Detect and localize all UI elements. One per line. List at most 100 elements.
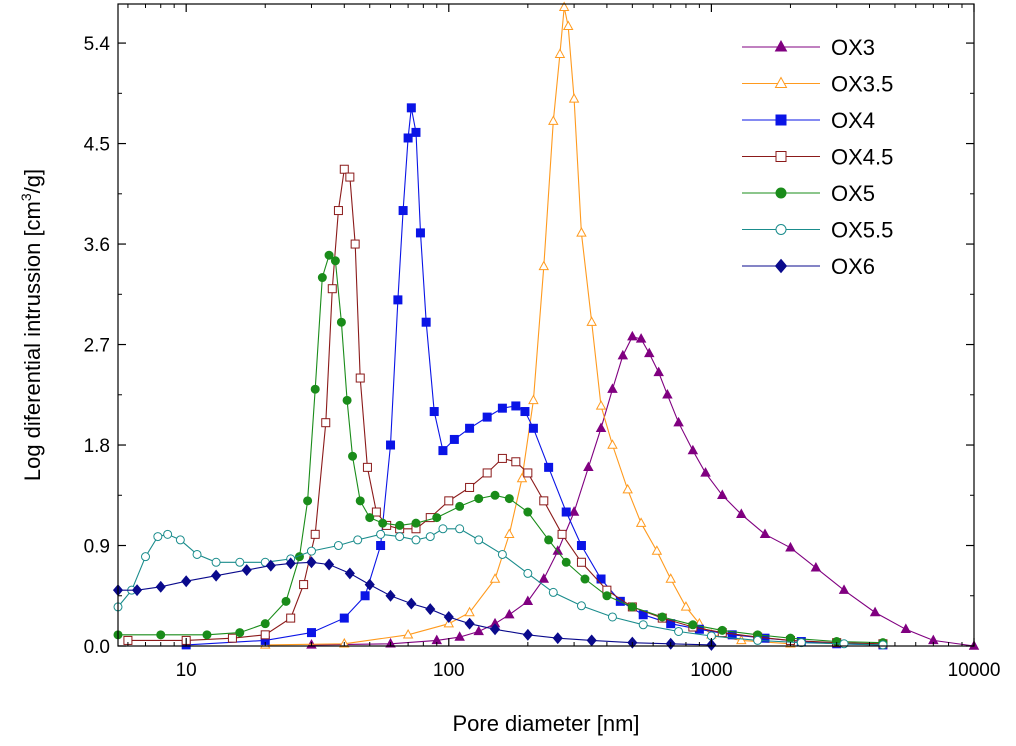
data-point	[438, 524, 448, 534]
legend-label: OX4.5	[831, 145, 893, 170]
data-point	[522, 595, 534, 606]
data-point	[286, 613, 296, 623]
series-line	[186, 107, 883, 646]
legend-label: OX3	[831, 35, 875, 60]
legend-marker	[775, 187, 787, 199]
data-point	[454, 631, 465, 641]
data-point	[576, 601, 586, 611]
data-point	[348, 451, 358, 461]
data-point	[528, 423, 538, 433]
data-point	[355, 496, 365, 506]
plot-frame	[117, 3, 975, 647]
series-OX4	[181, 103, 888, 650]
data-point	[674, 626, 684, 636]
legend-marker	[774, 39, 788, 52]
data-point	[425, 603, 436, 616]
data-point	[644, 347, 655, 358]
data-point	[651, 545, 663, 555]
data-point	[657, 612, 667, 622]
y-tick-label: 4.5	[84, 135, 110, 156]
data-point	[607, 383, 618, 393]
series-line	[265, 7, 791, 646]
data-point	[552, 545, 564, 555]
data-point	[376, 529, 386, 539]
data-point	[473, 625, 484, 636]
data-point	[411, 535, 421, 545]
data-point	[635, 517, 647, 527]
data-point	[538, 573, 550, 583]
data-point	[155, 580, 166, 593]
data-point	[464, 606, 475, 617]
data-point	[680, 601, 692, 611]
data-point	[595, 422, 607, 432]
data-point	[443, 610, 454, 623]
data-point	[299, 580, 309, 590]
data-point	[350, 239, 360, 249]
data-point	[344, 567, 355, 580]
data-point	[717, 625, 727, 635]
data-point	[516, 472, 528, 483]
data-point	[306, 628, 316, 638]
data-point	[364, 578, 375, 591]
data-point	[425, 532, 435, 542]
legend-marker	[775, 151, 787, 162]
data-point	[576, 227, 587, 237]
x-tick-label: 1000	[690, 660, 732, 681]
series-line	[127, 167, 883, 645]
data-point	[141, 552, 151, 562]
data-point	[306, 556, 317, 569]
data-point	[627, 602, 637, 612]
x-tick-label: 10	[176, 660, 197, 681]
data-point	[554, 48, 566, 58]
data-point	[759, 528, 771, 539]
data-point	[511, 457, 521, 467]
data-point	[303, 496, 313, 506]
data-point	[438, 446, 448, 456]
data-point	[395, 532, 405, 542]
data-point	[539, 496, 549, 506]
data-point	[596, 574, 606, 584]
series-line	[118, 561, 712, 646]
data-point	[538, 260, 550, 271]
data-point	[586, 316, 597, 326]
data-point	[336, 317, 346, 327]
data-point	[455, 524, 465, 534]
data-point	[489, 573, 501, 583]
legend-entry: OX6	[742, 254, 875, 279]
legend-entry: OX5.5	[742, 218, 893, 243]
y-tick-label: 5.4	[84, 34, 111, 55]
data-point	[568, 506, 580, 516]
data-point	[353, 535, 363, 545]
data-point	[455, 501, 465, 511]
data-point	[785, 633, 795, 643]
data-point	[235, 628, 245, 638]
data-point	[465, 423, 475, 433]
x-tick-label: 100	[433, 660, 465, 681]
data-point	[306, 546, 316, 556]
data-point	[235, 557, 245, 567]
data-point	[753, 635, 763, 645]
y-tick-label: 2.7	[84, 336, 110, 357]
data-point	[156, 630, 166, 640]
data-point	[504, 608, 515, 619]
data-point	[265, 559, 276, 572]
legend-entry: OX4	[742, 108, 875, 133]
data-point	[796, 638, 806, 648]
data-point	[192, 549, 202, 559]
data-point	[497, 549, 507, 559]
data-point	[378, 518, 388, 528]
data-point	[464, 617, 475, 630]
data-point	[432, 513, 442, 523]
data-point	[522, 628, 533, 641]
data-point	[324, 558, 335, 571]
data-point	[324, 250, 334, 260]
data-point	[638, 620, 648, 630]
legend-label: OX5.5	[831, 218, 893, 243]
data-point	[393, 295, 403, 305]
data-point	[465, 482, 475, 492]
data-point	[330, 256, 340, 266]
data-point	[607, 439, 618, 449]
data-point	[900, 623, 912, 633]
data-point	[449, 434, 459, 444]
